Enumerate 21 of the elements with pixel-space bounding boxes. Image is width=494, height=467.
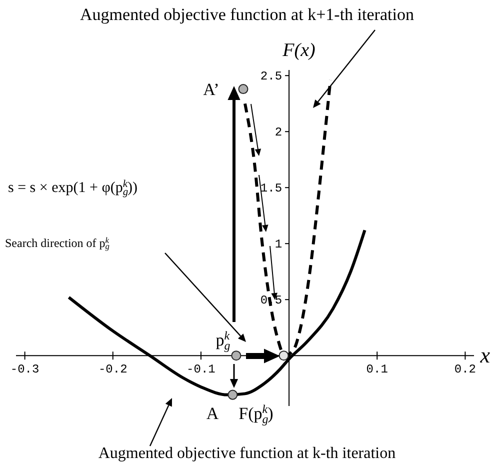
point bbox=[238, 84, 248, 94]
x-tick-label: -0.2 bbox=[98, 362, 128, 377]
annotation: A’ bbox=[203, 80, 220, 100]
y-tick-label: 1 bbox=[274, 238, 282, 252]
annotation: F(p$_{g}$$^{k}$) bbox=[238, 402, 274, 426]
x-tick-label: -0.3 bbox=[10, 362, 40, 377]
chart-title: Augmented objective function at k+1-th iteration bbox=[80, 5, 414, 24]
point bbox=[228, 390, 238, 400]
y-tick-label: 2 bbox=[274, 126, 282, 140]
text: Augmented objective function at k-th iteration bbox=[98, 445, 396, 462]
x-tick-label: 0.1 bbox=[366, 362, 388, 377]
x-axis-title: x bbox=[479, 342, 490, 368]
y-tick-label: 1.5 bbox=[260, 182, 282, 196]
x-tick-label: -0.1 bbox=[186, 362, 216, 377]
annotation: A bbox=[206, 404, 220, 423]
point bbox=[231, 350, 242, 361]
point bbox=[278, 350, 289, 361]
y-tick-label: 2.5 bbox=[260, 70, 282, 84]
x-tick-label: 0.2 bbox=[454, 362, 476, 377]
y-axis-title: F(x) bbox=[282, 40, 316, 61]
annotation: s = s × exp(1 + φ(p$_{g}$$^{k}$)) bbox=[8, 178, 138, 198]
